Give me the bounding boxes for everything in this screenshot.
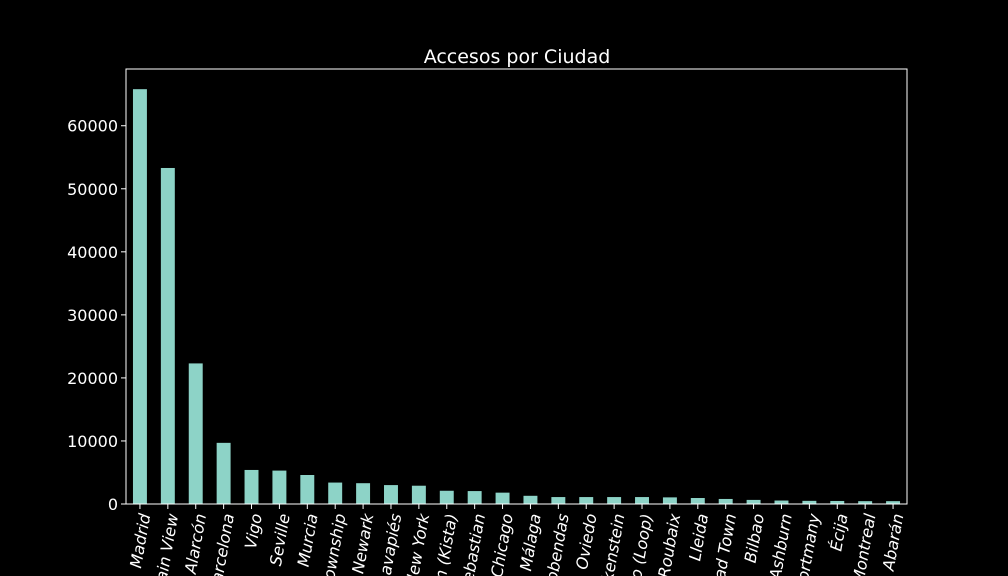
y-tick-label: 50000 [67, 180, 118, 199]
bar [188, 363, 203, 504]
x-tick-label: Ashburn [765, 512, 795, 576]
bar [774, 500, 789, 504]
x-tick-label: ad Town [710, 512, 740, 576]
x-tick-label: kenstein [598, 512, 629, 576]
x-tick-label: Écija [826, 512, 851, 552]
x-tick-label: Chicago [487, 512, 517, 576]
bar [579, 497, 594, 504]
x-tick-label: Vigo [241, 512, 266, 550]
y-tick-label: 60000 [67, 117, 118, 136]
x-tick-label: Murcia [294, 512, 322, 568]
bar [523, 495, 538, 504]
x-tick-label: n (Kista) [431, 512, 461, 576]
x-tick-label: Alarcón [181, 512, 210, 576]
bar [746, 499, 761, 504]
y-tick-label: 40000 [67, 243, 118, 262]
bar [439, 490, 454, 504]
bar [132, 89, 147, 504]
x-tick-label: obendas [542, 512, 573, 576]
x-tick-label: ownship [319, 512, 349, 576]
x-tick-label: Madrid [126, 511, 154, 569]
y-tick-label: 10000 [67, 432, 118, 451]
bar [607, 497, 622, 504]
bar [495, 492, 510, 504]
x-tick-label: avapiés [376, 512, 405, 576]
bar [356, 483, 371, 504]
x-tick-label: Málaga [516, 512, 545, 572]
x-tick-label: arcelona [207, 512, 238, 576]
y-tick-label: 30000 [67, 306, 118, 325]
y-tick-label: 20000 [67, 369, 118, 388]
bar [272, 470, 287, 504]
x-tick-label: Oviedo [572, 512, 601, 571]
x-tick-label: Montreal [849, 512, 880, 576]
bar [858, 501, 873, 504]
bar [802, 500, 817, 504]
bar [216, 442, 231, 504]
bar [690, 498, 705, 504]
plot-frame [125, 68, 908, 505]
chart-title: Accesos por Ciudad [424, 46, 611, 68]
bar [244, 469, 259, 504]
bar [384, 485, 398, 504]
bar [300, 475, 315, 504]
bar [830, 500, 845, 504]
bar [411, 485, 426, 504]
x-tick-label: New York [402, 511, 434, 576]
bar [662, 497, 677, 504]
bar [160, 167, 175, 504]
x-tick-label: Seville [266, 512, 294, 567]
x-tick-label: Bilbao [741, 512, 768, 564]
bar [467, 491, 482, 504]
bar [328, 482, 343, 504]
x-tick-label: Abarán [879, 512, 908, 573]
x-tick-label: Roubaix [654, 512, 684, 576]
y-tick-label: 0 [108, 495, 118, 514]
x-tick-label: Lleida [685, 512, 712, 562]
x-tick-label: ortmany [793, 512, 824, 576]
x-tick-label: o (Loop) [626, 512, 656, 576]
bar [886, 501, 901, 504]
bar [551, 497, 566, 504]
x-tick-label: ebastian [458, 512, 489, 576]
x-tick-label: ain View [152, 511, 183, 576]
x-tick-label: Newark [348, 511, 377, 575]
bar [635, 497, 649, 504]
bar [718, 498, 733, 504]
